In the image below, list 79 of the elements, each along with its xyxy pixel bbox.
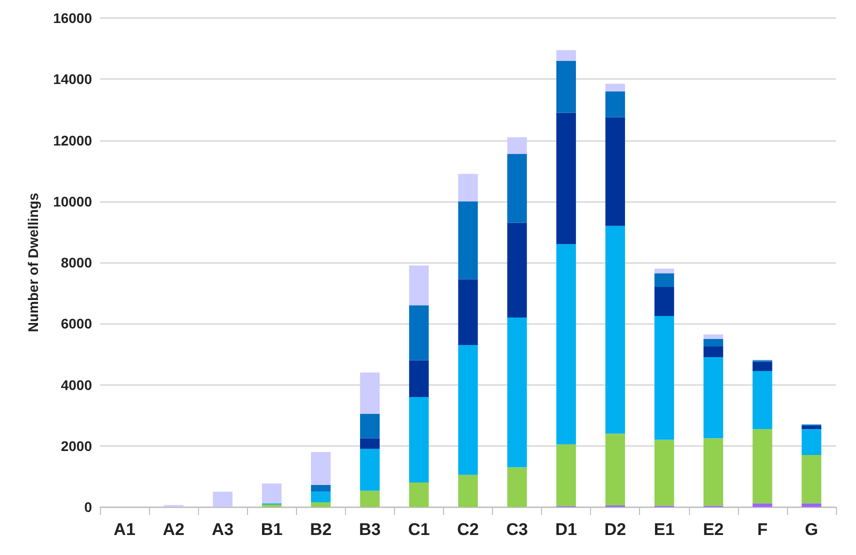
bar bbox=[752, 429, 772, 504]
y-tick-label: 4000 bbox=[60, 376, 92, 393]
x-tick-label: C1 bbox=[408, 520, 430, 539]
bar bbox=[556, 244, 576, 444]
x-tick-label: E1 bbox=[654, 520, 675, 539]
bar bbox=[654, 440, 674, 506]
y-tick-label: 0 bbox=[84, 499, 92, 515]
bar bbox=[605, 84, 626, 92]
bar bbox=[262, 483, 282, 504]
bar bbox=[360, 438, 380, 449]
bar bbox=[409, 266, 429, 306]
bar bbox=[310, 484, 331, 492]
bar bbox=[752, 370, 772, 430]
x-tick-label: D1 bbox=[555, 520, 577, 539]
bar bbox=[654, 316, 674, 440]
bar bbox=[458, 174, 478, 202]
bar bbox=[752, 362, 772, 371]
y-tick-label: 10000 bbox=[53, 193, 92, 210]
x-tick-label: B2 bbox=[310, 520, 332, 539]
bar bbox=[212, 492, 232, 507]
bar bbox=[704, 438, 724, 506]
y-tick-label: 8000 bbox=[60, 254, 92, 270]
bar bbox=[507, 467, 527, 507]
bar bbox=[360, 448, 380, 491]
y-tick-label: 12000 bbox=[53, 132, 92, 148]
bar bbox=[310, 452, 331, 485]
x-tick-label: D2 bbox=[604, 520, 626, 539]
bar bbox=[409, 396, 429, 483]
x-tick-label: A3 bbox=[212, 520, 234, 539]
bar bbox=[556, 50, 576, 61]
bar bbox=[507, 222, 527, 318]
bar bbox=[556, 60, 576, 113]
x-tick-label: B1 bbox=[260, 520, 283, 539]
bar bbox=[654, 286, 674, 316]
x-tick-label: F bbox=[757, 520, 768, 539]
bar bbox=[409, 305, 429, 360]
bar bbox=[704, 346, 724, 358]
bar bbox=[752, 503, 772, 507]
bar bbox=[704, 357, 724, 438]
bar bbox=[458, 474, 478, 507]
bar bbox=[360, 372, 380, 414]
bar bbox=[654, 268, 674, 274]
bar bbox=[704, 338, 724, 347]
bar bbox=[605, 434, 626, 506]
bar bbox=[507, 318, 527, 468]
bar bbox=[360, 490, 380, 507]
y-tick-label: 14000 bbox=[53, 71, 92, 88]
bar bbox=[310, 502, 331, 507]
bar bbox=[605, 226, 626, 434]
bar bbox=[458, 201, 478, 280]
bar bbox=[507, 154, 527, 223]
bar bbox=[802, 426, 822, 430]
bar bbox=[556, 112, 576, 244]
bar bbox=[310, 492, 331, 502]
y-tick-label: 2000 bbox=[60, 438, 92, 454]
x-tick-label: G bbox=[804, 520, 818, 539]
x-tick-label: C3 bbox=[506, 520, 528, 539]
bar bbox=[802, 429, 822, 456]
bar bbox=[409, 360, 429, 397]
bar bbox=[802, 503, 822, 507]
x-tick-label: A1 bbox=[114, 520, 136, 539]
bar bbox=[409, 482, 429, 507]
bar bbox=[458, 279, 478, 346]
bar bbox=[507, 137, 527, 154]
bar bbox=[605, 117, 626, 226]
bar bbox=[654, 273, 674, 287]
bar bbox=[458, 345, 478, 475]
x-tick-label: B3 bbox=[359, 520, 381, 539]
y-tick-label: 16000 bbox=[53, 10, 92, 26]
bar bbox=[360, 414, 380, 438]
x-tick-label: E2 bbox=[702, 520, 724, 539]
bar bbox=[802, 455, 822, 504]
x-tick-label: A2 bbox=[162, 520, 184, 539]
bar bbox=[556, 444, 576, 506]
bar bbox=[704, 334, 724, 339]
bar bbox=[605, 91, 626, 118]
x-tick-label: C2 bbox=[457, 520, 479, 539]
y-axis-title: Number of Dwellings bbox=[25, 192, 41, 332]
y-tick-label: 6000 bbox=[60, 316, 92, 332]
